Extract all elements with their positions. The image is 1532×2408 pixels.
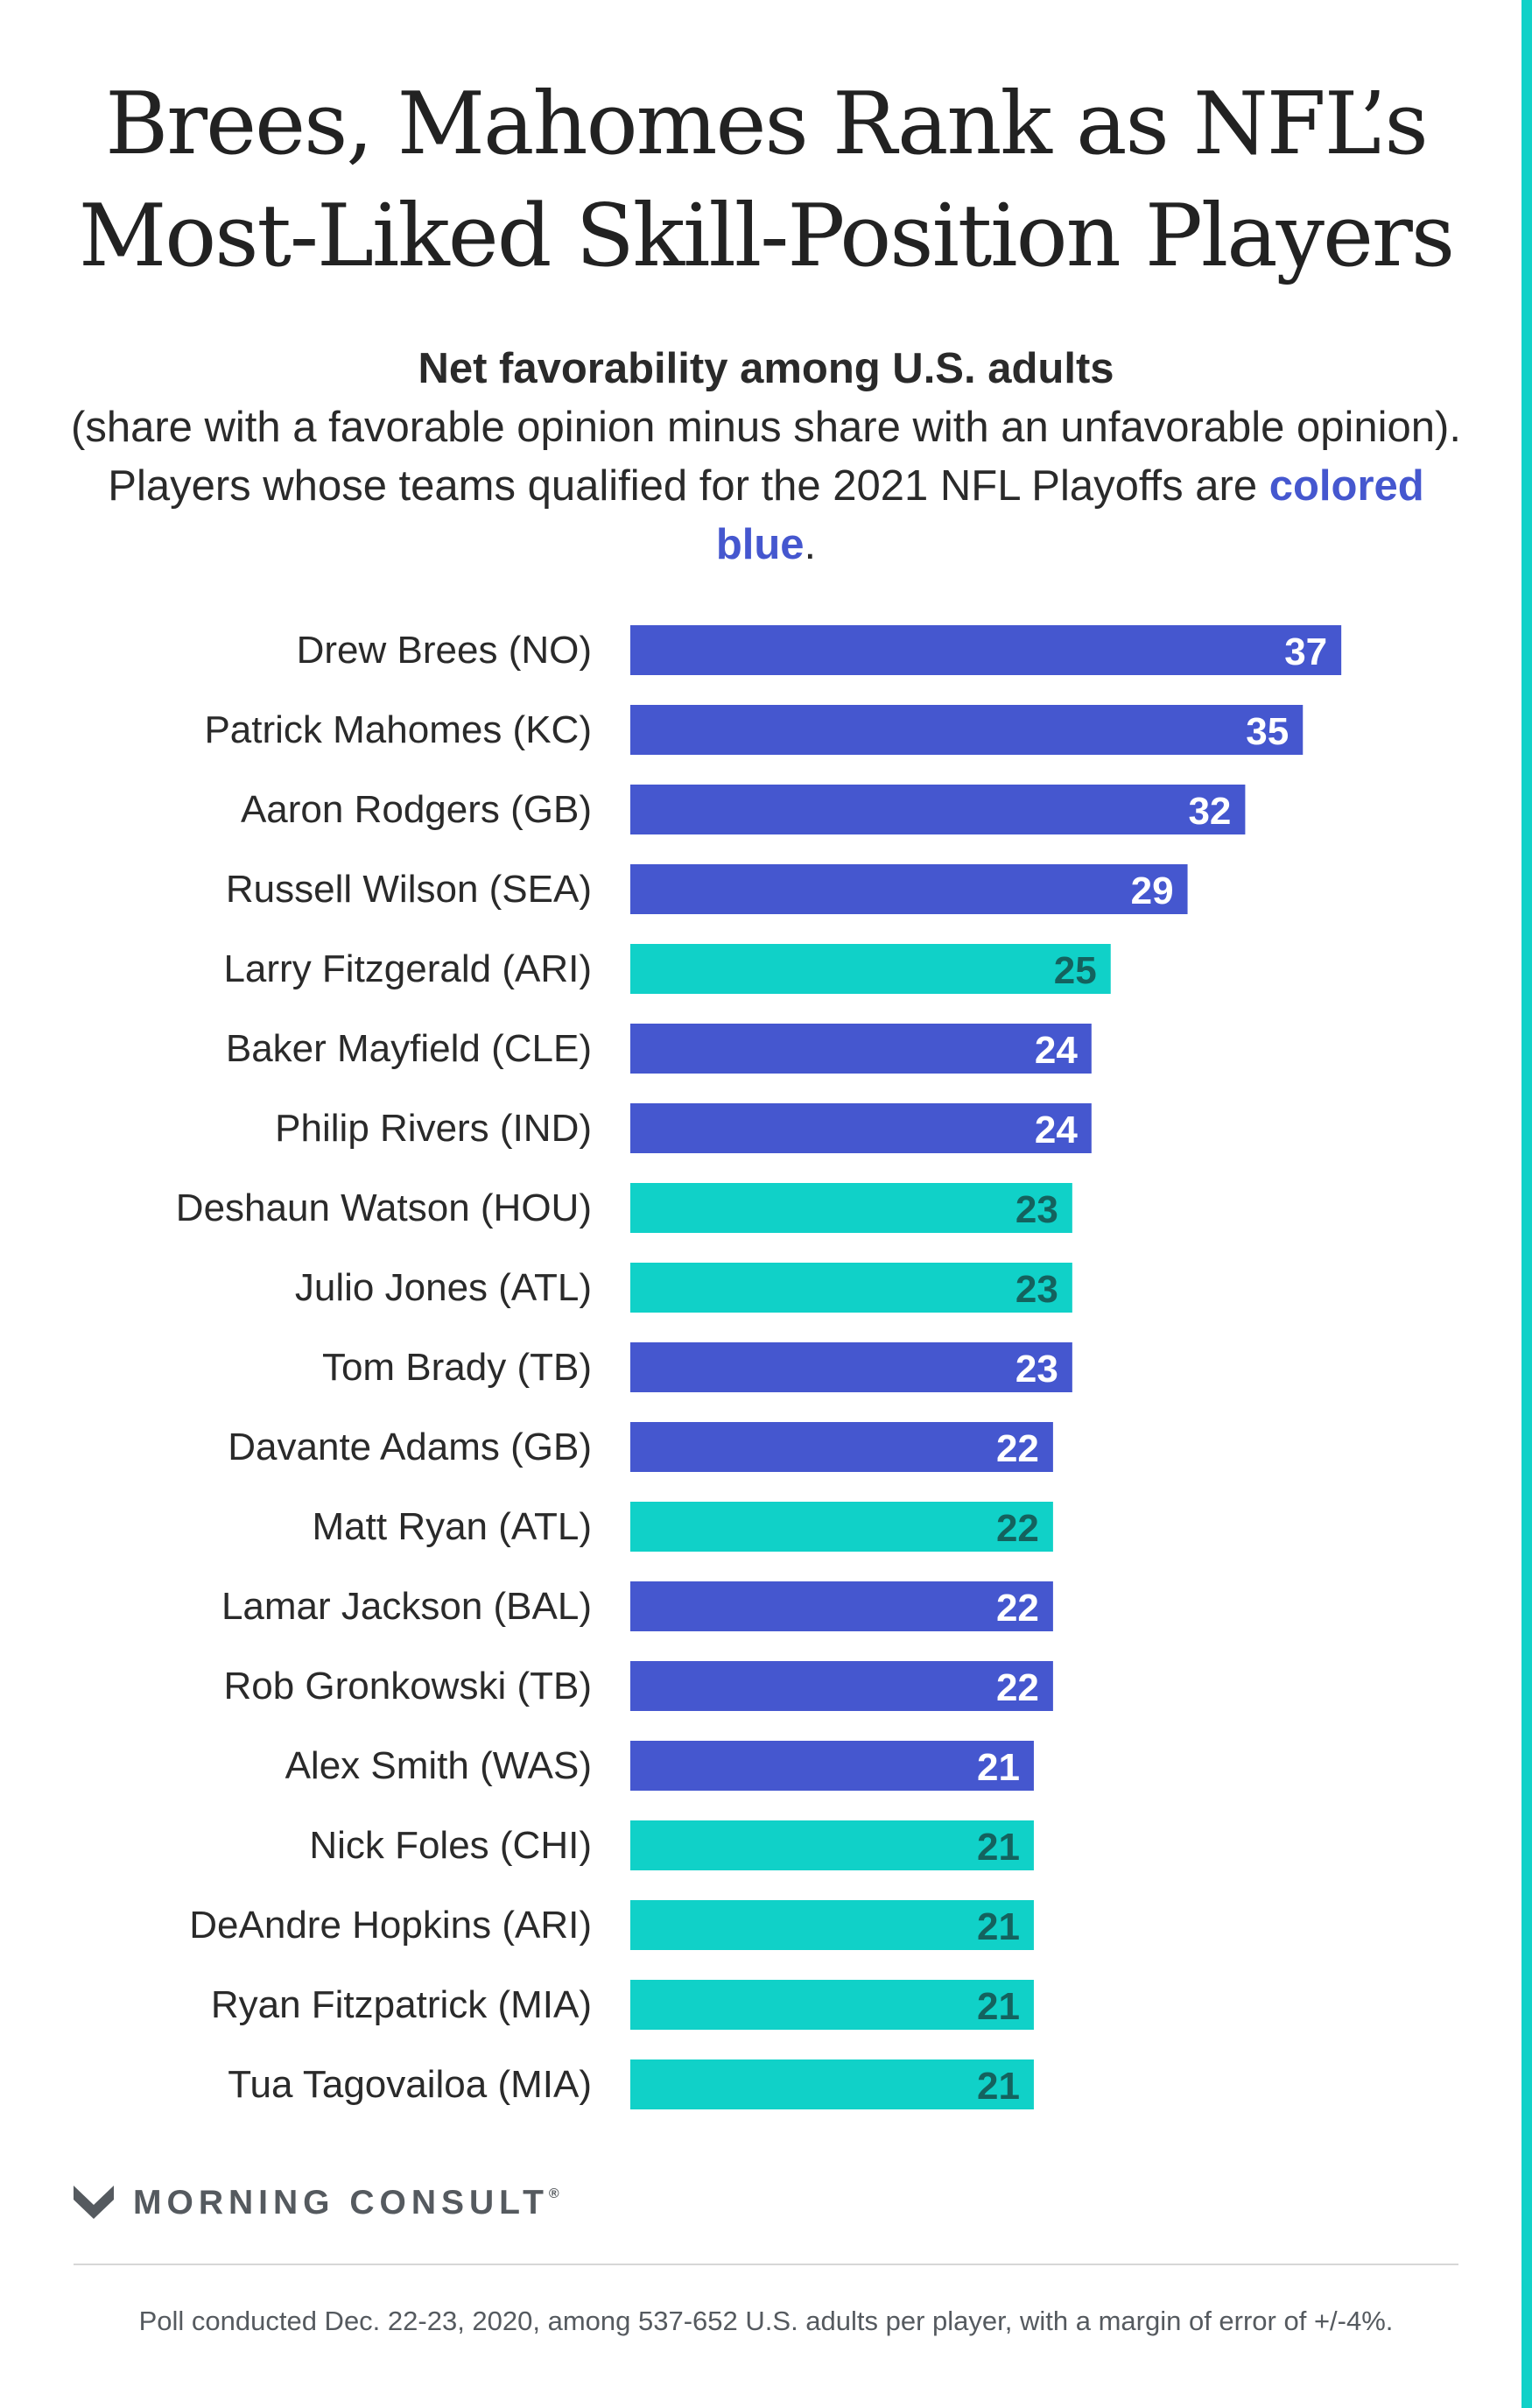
chart-subtitle: Net favorability among U.S. adults (shar…	[70, 340, 1462, 574]
category-label: Nick Foles (CHI)	[309, 1824, 592, 1867]
bar	[630, 1342, 1072, 1392]
category-label: Julio Jones (ATL)	[295, 1266, 592, 1309]
subtitle-end: .	[804, 521, 817, 568]
bar	[630, 1741, 1034, 1791]
bar-value-label: 21	[977, 1746, 1020, 1789]
bar-value-label: 21	[977, 1826, 1020, 1869]
bar-value-label: 37	[1284, 630, 1327, 673]
category-label: Ryan Fitzpatrick (MIA)	[211, 1983, 592, 2026]
bar-value-label: 22	[996, 1507, 1039, 1550]
category-label: Tua Tagovailoa (MIA)	[228, 2063, 592, 2106]
bar-value-label: 22	[996, 1427, 1039, 1470]
category-label: Aaron Rodgers (GB)	[241, 788, 592, 831]
category-label: Alex Smith (WAS)	[285, 1744, 592, 1787]
category-label: Patrick Mahomes (KC)	[204, 708, 592, 751]
bar	[630, 1820, 1034, 1870]
category-label: Deshaun Watson (HOU)	[176, 1186, 592, 1229]
title-line-2: Most-Liked Skill-Position Players	[78, 187, 1455, 286]
bar-value-label: 24	[1035, 1109, 1078, 1151]
bar	[630, 864, 1188, 914]
category-label: Tom Brady (TB)	[322, 1346, 592, 1389]
logo-text: MORNING CONSULT	[133, 2184, 549, 2221]
bar-chart: Drew Brees (NO) 37 Patrick Mahomes (KC) 35 A…	[176, 625, 1342, 2109]
category-label: DeAndre Hopkins (ARI)	[189, 1904, 592, 1947]
bar	[630, 785, 1246, 834]
bar	[630, 944, 1111, 994]
bar-value-label: 21	[977, 1985, 1020, 2028]
category-label: Philip Rivers (IND)	[275, 1107, 592, 1150]
bar	[630, 1422, 1053, 1472]
category-label: Matt Ryan (ATL)	[313, 1505, 592, 1548]
bar	[630, 625, 1342, 675]
bar	[630, 1183, 1072, 1233]
subtitle-text: (share with a favorable opinion minus sh…	[71, 404, 1461, 510]
bar	[630, 1581, 1053, 1631]
edge-accent-stripe	[1521, 0, 1532, 2408]
bar-value-label: 32	[1188, 790, 1231, 833]
bar-value-label: 22	[996, 1666, 1039, 1709]
category-label: Rob Gronkowski (TB)	[223, 1665, 592, 1707]
morning-consult-chevron-icon	[74, 2186, 114, 2219]
bar-value-label: 21	[977, 1905, 1020, 1948]
bar-value-label: 24	[1035, 1029, 1078, 1072]
category-label: Lamar Jackson (BAL)	[221, 1585, 592, 1628]
category-label: Baker Mayfield (CLE)	[226, 1027, 592, 1070]
bar	[630, 2059, 1034, 2109]
bar	[630, 705, 1304, 755]
category-label: Davante Adams (GB)	[228, 1426, 592, 1468]
bar	[630, 1980, 1034, 2030]
category-label: Larry Fitzgerald (ARI)	[223, 947, 592, 990]
footer-divider	[74, 2264, 1458, 2265]
bar-value-label: 35	[1246, 710, 1289, 753]
subtitle-heading: Net favorability among U.S. adults	[418, 345, 1114, 392]
bar	[630, 1661, 1053, 1711]
category-label: Russell Wilson (SEA)	[226, 868, 592, 911]
bar-value-label: 23	[1015, 1188, 1058, 1231]
bar	[630, 1024, 1092, 1074]
bar-value-label: 25	[1054, 949, 1097, 992]
bar-value-label: 23	[1015, 1348, 1058, 1391]
bar-value-label: 22	[996, 1587, 1039, 1630]
brand-logo: MORNING CONSULT ®	[74, 2184, 559, 2222]
bar-value-label: 29	[1131, 870, 1174, 912]
footnote: Poll conducted Dec. 22-23, 2020, among 5…	[138, 2306, 1394, 2336]
subtitle-highlight: colored blue	[715, 462, 1424, 568]
chart-title: Brees, Mahomes Rank as NFL’s Most-Liked …	[0, 68, 1532, 292]
bar-value-label: 23	[1015, 1268, 1058, 1311]
title-line-1: Brees, Mahomes Rank as NFL’s	[105, 74, 1428, 174]
bar	[630, 1900, 1034, 1950]
bar	[630, 1103, 1092, 1153]
bar	[630, 1502, 1053, 1552]
category-label: Drew Brees (NO)	[297, 629, 592, 672]
bar	[630, 1263, 1072, 1313]
logo-registered-mark: ®	[548, 2186, 559, 2201]
bar-value-label: 21	[977, 2065, 1020, 2108]
